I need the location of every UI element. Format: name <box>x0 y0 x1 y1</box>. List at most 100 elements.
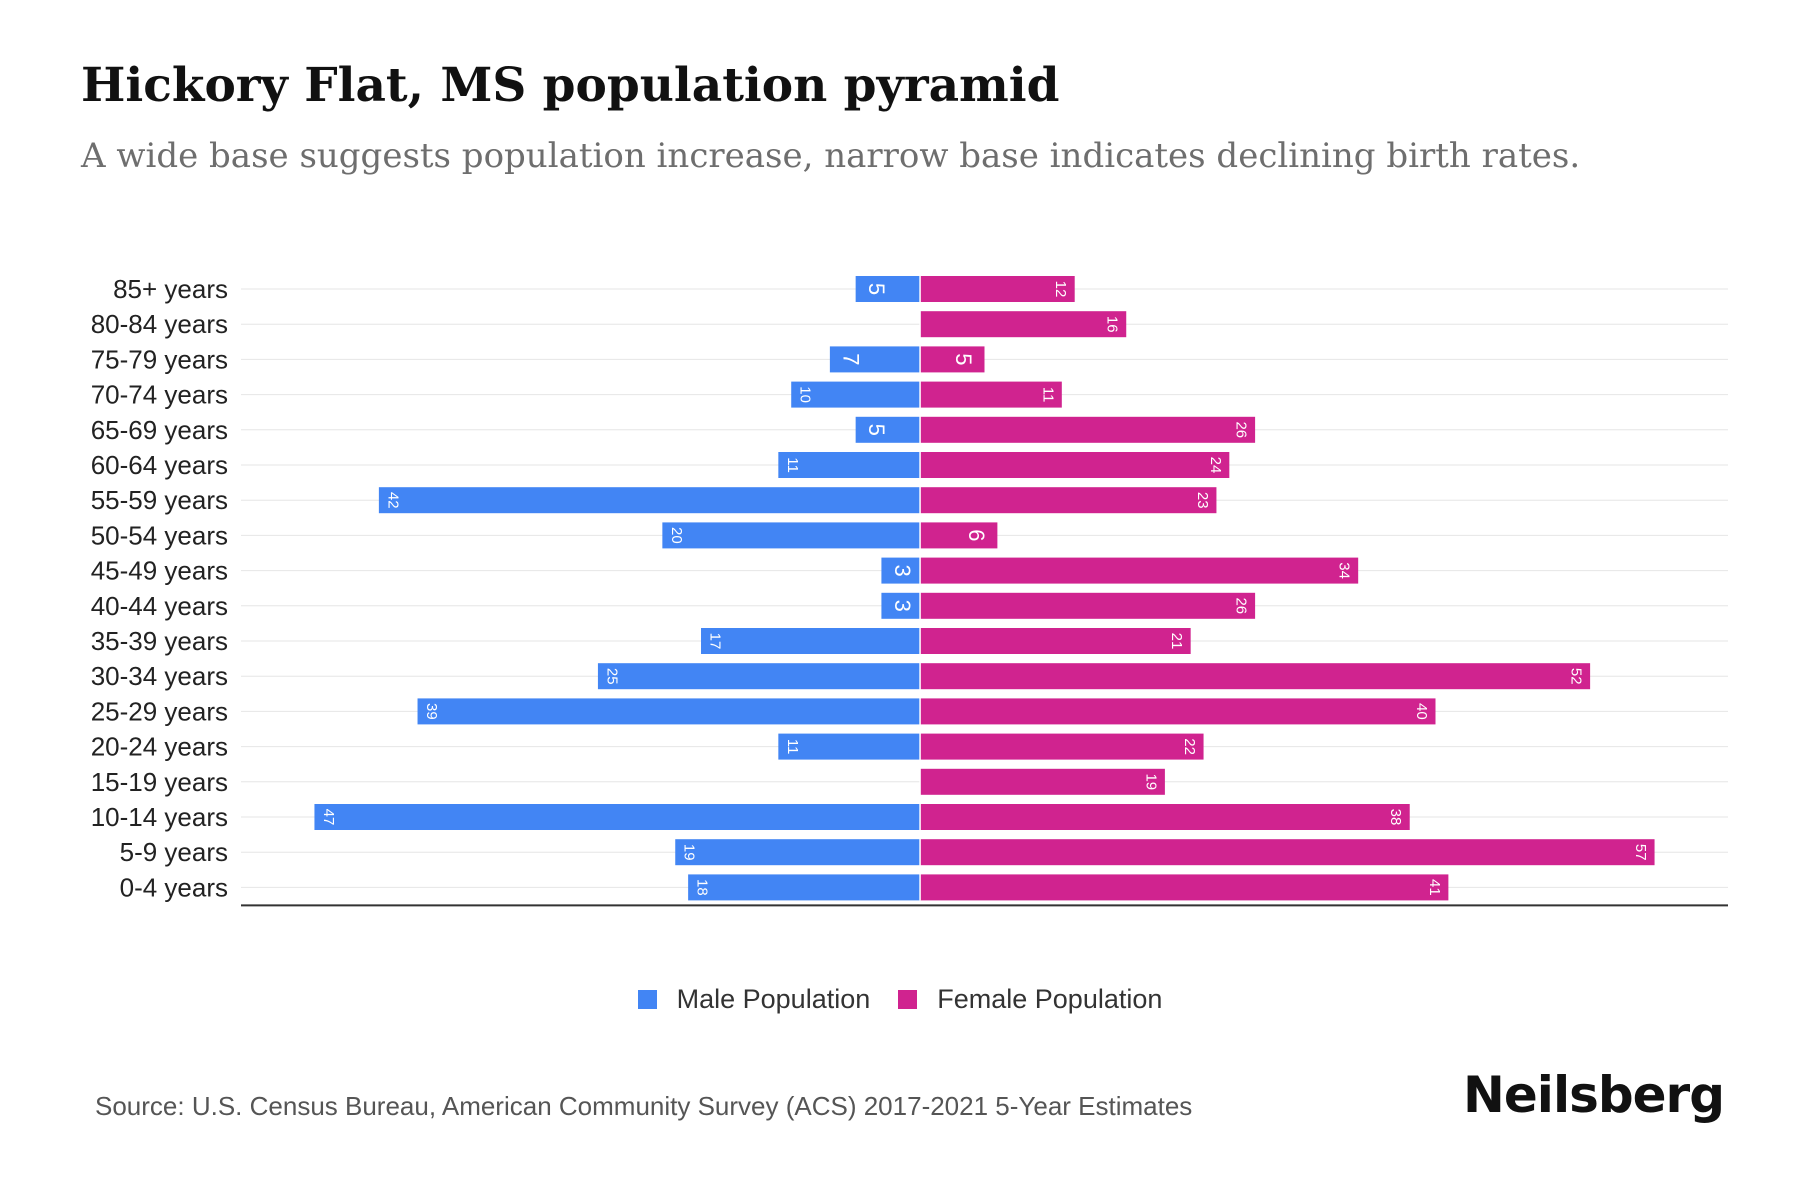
male-value-label: 5 <box>864 424 889 436</box>
female-value-label: 23 <box>1194 492 1211 509</box>
female-bar[interactable] <box>920 416 1256 443</box>
category-label: 25-29 years <box>91 696 228 726</box>
female-bar[interactable] <box>920 452 1230 478</box>
male-value-label: 3 <box>890 600 915 612</box>
male-value-label: 25 <box>603 668 620 685</box>
female-bar[interactable] <box>920 557 1359 584</box>
legend-item-male[interactable]: Male Population <box>637 984 871 1015</box>
brand-logo[interactable]: Neilsberg <box>1463 1066 1725 1124</box>
male-value-label: 3 <box>890 564 915 576</box>
male-bar[interactable] <box>378 487 921 514</box>
female-bar[interactable] <box>920 733 1204 760</box>
male-swatch-icon <box>637 990 657 1009</box>
population-pyramid-chart: 5 12 16 7 5 10 11 5 26 11 24 42 23 20 6 3 34 3 26 17 21 25 52 3… <box>91 274 1728 907</box>
male-bar[interactable] <box>417 698 921 725</box>
female-bar[interactable] <box>920 663 1591 690</box>
category-label: 65-69 years <box>91 415 228 445</box>
male-bar[interactable] <box>662 522 921 549</box>
category-label: 85+ years <box>113 274 228 304</box>
category-label: 50-54 years <box>91 520 228 550</box>
female-value-label: 12 <box>1052 281 1069 298</box>
source-note: Source: U.S. Census Bureau, American Com… <box>95 1091 1193 1121</box>
female-value-label: 52 <box>1568 668 1585 685</box>
male-value-label: 7 <box>838 353 863 365</box>
female-value-label: 26 <box>1233 597 1250 614</box>
female-bar[interactable] <box>920 874 1449 901</box>
female-value-label: 6 <box>964 529 989 541</box>
legend-female-label: Female Population <box>937 984 1163 1014</box>
category-label: 35-39 years <box>91 626 228 656</box>
chart-title: Hickory Flat, MS population pyramid <box>81 58 1060 113</box>
female-bar[interactable] <box>920 522 998 549</box>
category-label: 80-84 years <box>91 309 228 339</box>
male-value-label: 10 <box>797 386 814 403</box>
category-label: 20-24 years <box>91 732 228 762</box>
male-value-label: 17 <box>707 633 724 650</box>
category-label: 45-49 years <box>91 556 228 586</box>
male-value-label: 11 <box>784 739 801 755</box>
category-label: 55-59 years <box>91 485 228 515</box>
female-value-label: 26 <box>1233 421 1250 438</box>
male-bar[interactable] <box>855 276 921 302</box>
male-value-label: 47 <box>320 809 337 826</box>
male-value-label: 5 <box>864 283 889 295</box>
male-bar[interactable] <box>791 381 921 408</box>
female-value-label: 19 <box>1142 773 1159 790</box>
male-bar[interactable] <box>701 628 921 654</box>
male-bar[interactable] <box>597 663 921 690</box>
male-bar[interactable] <box>778 733 921 760</box>
category-label: 0-4 years <box>120 872 228 902</box>
female-value-label: 21 <box>1168 633 1185 650</box>
female-value-label: 38 <box>1387 809 1404 826</box>
category-label: 30-34 years <box>91 661 228 691</box>
bars: 5 12 16 7 5 10 11 5 26 11 24 42 23 20 6 3 34 3 26 17 21 25 52 3… <box>314 274 1655 901</box>
male-bar[interactable] <box>314 804 921 830</box>
male-bar[interactable] <box>881 592 921 619</box>
category-label: 10-14 years <box>91 802 228 832</box>
female-value-label: 22 <box>1181 738 1198 755</box>
female-swatch-icon <box>898 990 918 1009</box>
category-label: 40-44 years <box>91 591 228 621</box>
male-bar[interactable] <box>829 346 921 373</box>
female-value-label: 34 <box>1336 562 1353 579</box>
male-value-label: 19 <box>681 844 698 861</box>
female-bar[interactable] <box>920 839 1655 866</box>
male-value-label: 39 <box>423 703 440 720</box>
female-bar[interactable] <box>920 381 1062 408</box>
female-bar[interactable] <box>920 804 1410 830</box>
male-bar[interactable] <box>688 874 921 901</box>
male-value-label: 18 <box>694 879 711 896</box>
male-bar[interactable] <box>778 452 921 478</box>
male-value-label: 20 <box>668 527 685 544</box>
category-label: 5-9 years <box>120 837 228 867</box>
male-bar[interactable] <box>881 557 921 584</box>
category-label: 70-74 years <box>91 380 228 410</box>
female-bar[interactable] <box>920 592 1256 619</box>
male-bar[interactable] <box>675 839 921 866</box>
female-bar[interactable] <box>920 311 1127 338</box>
female-value-label: 11 <box>1039 387 1056 403</box>
female-bar[interactable] <box>920 628 1191 654</box>
male-bar[interactable] <box>855 416 921 443</box>
female-value-label: 40 <box>1413 703 1430 720</box>
female-bar[interactable] <box>920 768 1165 795</box>
male-value-label: 11 <box>784 457 801 473</box>
female-value-label: 5 <box>951 353 976 365</box>
female-bar[interactable] <box>920 698 1436 725</box>
female-value-label: 16 <box>1104 316 1121 333</box>
category-labels: 85+ years 80-84 years 75-79 years 70-74 yea… <box>91 274 228 902</box>
female-bar[interactable] <box>920 346 985 373</box>
chart-subtitle: A wide base suggests population increase… <box>81 136 1581 176</box>
gridlines <box>241 288 1728 888</box>
legend-male-label: Male Population <box>676 984 871 1014</box>
male-value-label: 42 <box>384 492 401 509</box>
category-label: 75-79 years <box>91 344 228 374</box>
category-label: 60-64 years <box>91 450 228 480</box>
female-bar[interactable] <box>920 276 1075 302</box>
female-bar[interactable] <box>920 487 1217 514</box>
legend: Male Population Female Population <box>0 984 1800 1015</box>
female-value-label: 57 <box>1632 844 1649 861</box>
female-value-label: 41 <box>1426 879 1443 896</box>
legend-item-female[interactable]: Female Population <box>898 984 1162 1015</box>
female-value-label: 24 <box>1207 457 1224 474</box>
